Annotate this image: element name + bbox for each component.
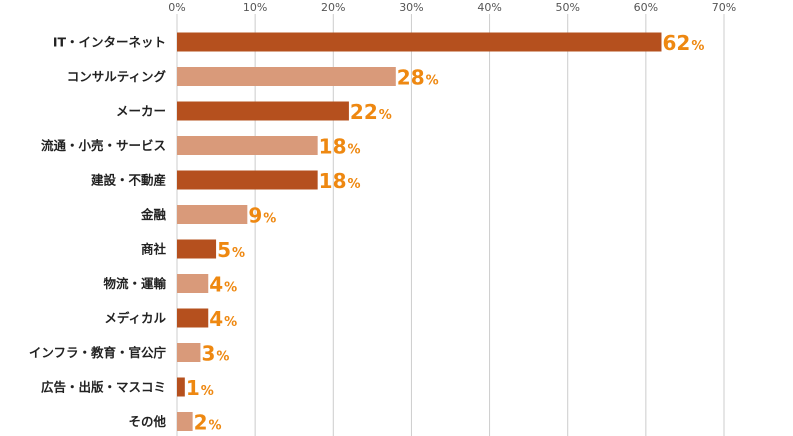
value-label: 18%	[319, 169, 361, 193]
bar	[177, 205, 248, 224]
value-label: 4%	[209, 273, 237, 297]
bar	[177, 67, 396, 86]
category-label: IT・インターネット	[53, 35, 166, 50]
value-label: 9%	[248, 204, 276, 228]
bar	[177, 412, 193, 431]
category-label: メディカル	[104, 311, 166, 326]
x-tick-label: 20%	[321, 1, 345, 14]
category-label: 建設・不動産	[91, 173, 166, 188]
category-label: コンサルティング	[67, 69, 167, 84]
value-label: 28%	[397, 66, 439, 90]
bar	[177, 377, 185, 397]
value-label: 3%	[201, 342, 229, 366]
category-label: メーカー	[116, 104, 166, 119]
bars	[177, 32, 662, 431]
x-axis-ticks: 0% 10% 20% 30% 40% 50% 60% 70%	[168, 1, 736, 14]
category-label: 物流・運輸	[103, 276, 166, 291]
bar	[177, 136, 318, 155]
x-tick-label: 0%	[168, 1, 185, 14]
value-label: 18%	[319, 135, 361, 159]
x-tick-label: 60%	[634, 1, 658, 14]
x-tick-label: 70%	[712, 1, 736, 14]
value-label: 5%	[217, 238, 245, 262]
x-tick-label: 50%	[555, 1, 579, 14]
value-label: 22%	[350, 100, 392, 124]
category-label: インフラ・教育・官公庁	[29, 345, 167, 360]
category-labels: IT・インターネットコンサルティングメーカー流通・小売・サービス建設・不動産金融…	[29, 35, 167, 430]
x-tick-label: 40%	[477, 1, 501, 14]
bar	[177, 101, 349, 121]
bar	[177, 170, 318, 190]
category-label: 広告・出版・マスコミ	[41, 380, 166, 395]
value-label: 4%	[209, 307, 237, 331]
bar	[177, 343, 201, 362]
category-label: その他	[128, 414, 166, 429]
bar	[177, 32, 662, 52]
category-label: 流通・小売・サービス	[41, 138, 166, 153]
category-label: 金融	[140, 207, 167, 222]
value-label: 62%	[662, 31, 704, 55]
value-label: 1%	[186, 376, 214, 400]
value-labels: 62% 28%22% 18% 18% 9%5% 4% 4% 3% 1% 2%	[186, 31, 705, 435]
bar	[177, 239, 217, 259]
bar	[177, 308, 209, 328]
x-tick-label: 30%	[399, 1, 423, 14]
x-tick-label: 10%	[243, 1, 267, 14]
value-label: 2%	[194, 411, 222, 435]
category-label: 商社	[141, 242, 167, 257]
bar	[177, 274, 209, 293]
